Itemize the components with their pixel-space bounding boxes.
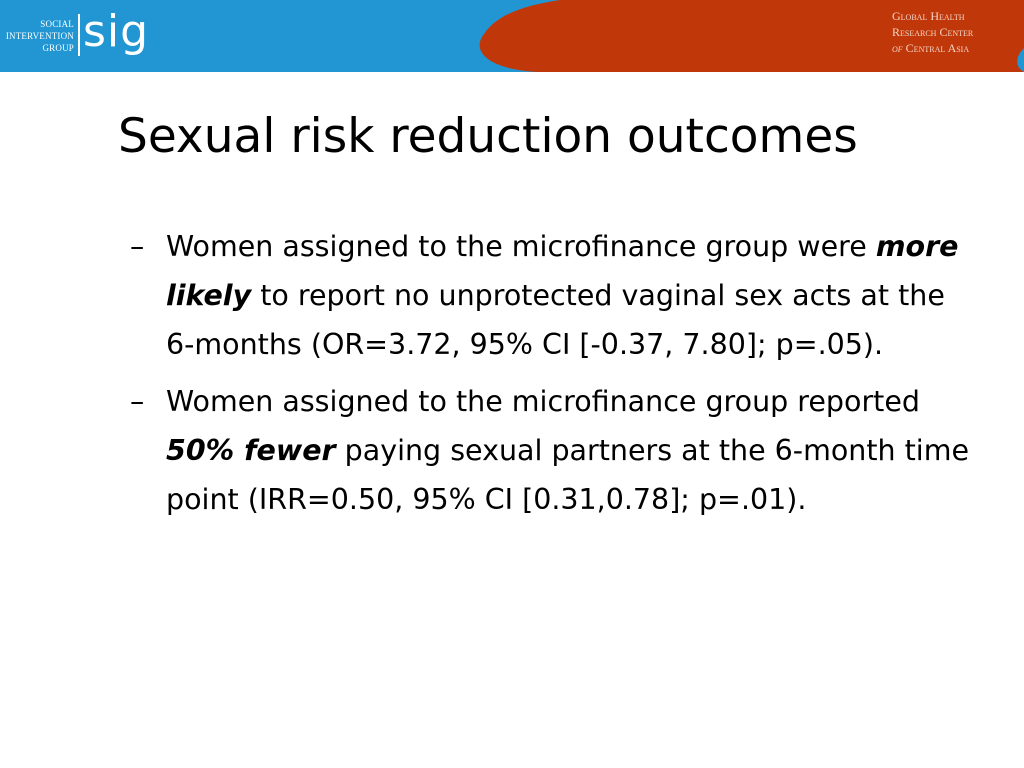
slide-body: – Women assigned to the microfinance gro… (130, 222, 980, 532)
header-corner-swoosh (1017, 48, 1024, 72)
ghrc-logo-line2: Research Center (892, 25, 974, 39)
sig-logo-line1: SOCIAL (40, 19, 74, 29)
sig-logo-divider (78, 14, 80, 56)
bullet-text-post: to report no unprotected vaginal sex act… (166, 279, 945, 361)
header-banner: SOCIAL INTERVENTION GROUP sig Global Hea… (0, 0, 1024, 72)
header-band-graphic (0, 0, 1024, 72)
bullet-emphasis: more likely (166, 230, 959, 312)
ghrc-logo-central-asia: Central Asia (905, 41, 970, 55)
sig-logo-mark: sig (83, 6, 150, 57)
header-orange-band (479, 0, 1024, 72)
ghrc-logo-of: of (892, 41, 903, 55)
bullet-emphasis: 50% fewer (166, 434, 336, 467)
ghrc-logo-line3: of Central Asia (892, 40, 1018, 56)
bullet-dash: – (130, 385, 145, 418)
bullet-item: – Women assigned to the microfinance gro… (130, 222, 980, 369)
ghrc-logo-line1: Global Health (892, 9, 965, 23)
bullet-dash: – (130, 230, 145, 263)
sig-logo-line2: INTERVENTION (5, 31, 74, 41)
sig-logo-line3: GROUP (42, 43, 74, 53)
bullet-text-pre: Women assigned to the microfinance group… (166, 385, 920, 418)
bullet-item: – Women assigned to the microfinance gro… (130, 377, 980, 524)
bullet-text-pre: Women assigned to the microfinance group… (166, 230, 876, 263)
bullet-text-post: paying sexual partners at the 6-month ti… (166, 434, 970, 516)
slide-title: Sexual risk reduction outcomes (118, 109, 858, 164)
